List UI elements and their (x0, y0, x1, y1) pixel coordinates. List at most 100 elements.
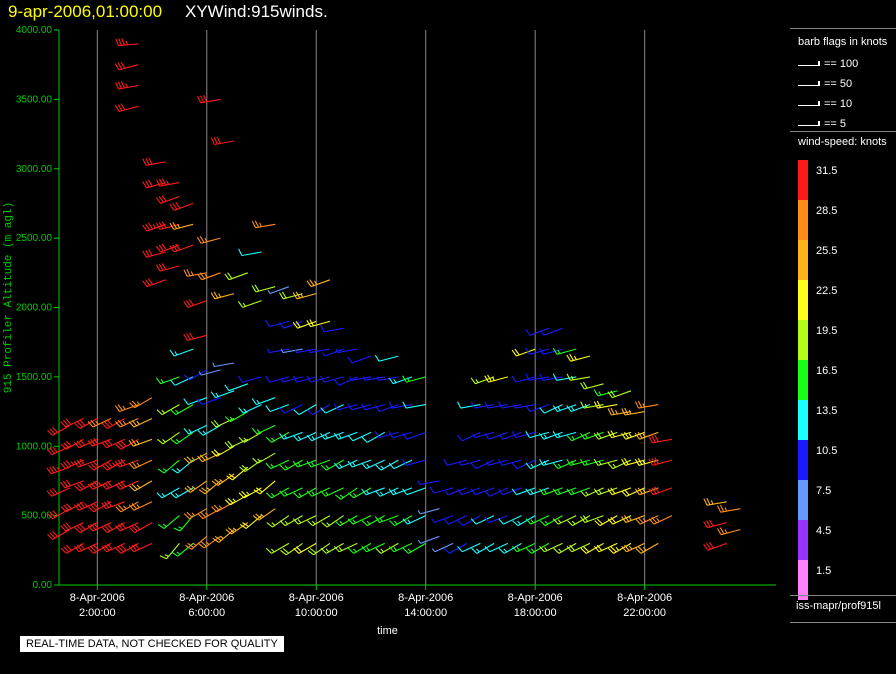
wind-barb (306, 459, 331, 468)
wind-barb (251, 284, 276, 293)
wind-barb (484, 542, 509, 553)
wind-barb (607, 515, 632, 525)
wind-barb (169, 376, 194, 386)
y-tick-label: 1000.00 (16, 441, 53, 452)
wind-barb (280, 348, 303, 354)
wind-barb (553, 542, 577, 554)
wind-barb (484, 401, 508, 409)
wind-barb (212, 529, 235, 543)
wind-barb (567, 515, 591, 527)
legend-bottom-divider (790, 595, 896, 597)
wind-barb (580, 401, 604, 409)
wind-barb (156, 487, 180, 499)
wind-barb (593, 431, 618, 440)
wind-barb (361, 459, 385, 470)
wind-barb (388, 459, 413, 470)
wind-barb (457, 431, 481, 442)
wind-barb (238, 404, 262, 414)
wind-barb (307, 404, 331, 416)
wind-barb (361, 515, 385, 527)
wind-barb (402, 401, 426, 409)
wind-barb (334, 515, 358, 527)
wind-barb (157, 431, 180, 445)
speed-legend-label: 1.5 (816, 565, 832, 577)
wind-barb (703, 519, 727, 529)
wind-barb (472, 431, 495, 439)
wind-barb (484, 487, 509, 497)
wind-barb (142, 222, 166, 232)
wind-barb (621, 407, 645, 416)
wind-barb (525, 542, 550, 554)
wind-barb (374, 354, 399, 362)
speed-legend-label: 22.5 (816, 285, 838, 297)
barb-legend-label: == 10 (824, 98, 853, 110)
wind-barb (60, 522, 84, 532)
wind-barb (224, 383, 248, 392)
barb-legend-shaft (798, 105, 820, 106)
wind-barb (525, 431, 550, 439)
wind-barb (511, 487, 536, 496)
wind-barb (540, 327, 563, 336)
wind-barb (155, 195, 180, 204)
wind-barb (347, 515, 372, 525)
speed-legend-label: 10.5 (816, 445, 838, 457)
wind-barb (361, 431, 385, 443)
wind-barb (634, 487, 659, 496)
x-tick-date-label: 8-Apr-2006 (508, 592, 563, 604)
wind-barb (335, 348, 358, 354)
wind-barb (320, 324, 344, 333)
wind-barb (717, 504, 741, 513)
wind-barb (224, 411, 249, 423)
wind-barb (443, 515, 468, 525)
wind-barb (47, 508, 71, 520)
wind-barb (265, 459, 290, 470)
wind-barb (634, 431, 659, 440)
speed-color-swatch (798, 240, 808, 280)
wind-barb (635, 542, 659, 554)
wind-barb (566, 353, 591, 362)
wind-barb (470, 459, 495, 470)
wind-barb (142, 249, 166, 258)
wind-barb (621, 487, 645, 497)
x-tick-time-label: 18:00:00 (514, 607, 557, 619)
y-tick-label: 0.00 (33, 580, 53, 591)
wind-barb (374, 515, 399, 524)
wind-barb (634, 400, 659, 409)
wind-barb (621, 542, 645, 553)
wind-barb (169, 243, 194, 253)
wind-barb (648, 457, 673, 466)
speed-legend-label: 7.5 (816, 485, 832, 497)
x-tick-date-label: 8-Apr-2006 (289, 592, 344, 604)
y-tick-label: 2000.00 (16, 303, 53, 314)
wind-barb (484, 431, 508, 440)
wind-barb (320, 459, 344, 471)
wind-barb (170, 431, 194, 445)
x-tick-time-label: 6:00:00 (188, 607, 225, 619)
speed-color-swatch (798, 480, 808, 520)
wind-barb (552, 431, 577, 439)
y-axis-label: 915 Profiler Altitude (m agl) (3, 202, 15, 393)
wind-barb (265, 320, 290, 328)
speed-color-swatch (798, 160, 808, 200)
wind-barb (594, 515, 618, 527)
wind-barb (73, 501, 98, 511)
wind-barb (498, 401, 522, 409)
wind-barb (197, 508, 221, 520)
wind-barb (183, 332, 207, 341)
wind-barb (347, 403, 372, 411)
wind-barb (224, 494, 249, 506)
wind-barb (252, 508, 276, 521)
wind-barb (169, 222, 194, 230)
wind-barb (703, 497, 727, 506)
wind-barb (306, 319, 331, 328)
plot-date-title: 9-apr-2006,01:00:00 (8, 2, 163, 21)
wind-barb (333, 376, 358, 386)
plot-name-title: XYWind:915winds. (185, 2, 328, 21)
wind-barb (566, 373, 590, 381)
wind-barb (293, 542, 317, 554)
wind-barb (417, 480, 440, 485)
wind-barb (212, 362, 235, 368)
wind-barb (402, 542, 426, 554)
wind-barb (237, 300, 262, 308)
legend-panel: barb flags in knots == 100 == 50 == 10 == 5 w… (790, 28, 896, 624)
